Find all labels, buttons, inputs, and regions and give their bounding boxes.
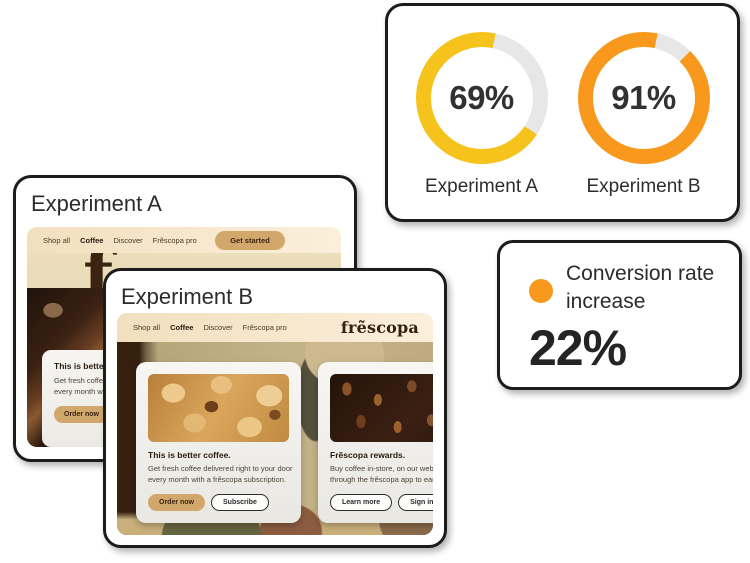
nav-link-coffee[interactable]: Coffee (170, 323, 194, 332)
iced-coffee-photo (148, 374, 289, 442)
product-body-line1: Buy coffee in-store, on our website, or (330, 464, 433, 473)
site-a-header: Shop all Coffee Discover Frẽscopa pro Ge… (27, 227, 341, 253)
conversion-dot-icon (529, 279, 553, 303)
product-body: Buy coffee in-store, on our website, or … (330, 464, 433, 485)
learn-more-button[interactable]: Learn more (330, 494, 393, 511)
site-b-hero-photo: This is better coffee. Get fresh coffee … (117, 342, 433, 535)
nav-link-coffee[interactable]: Coffee (80, 235, 104, 245)
product-body: Get fresh coffee delivered right to your… (148, 464, 293, 485)
site-a-nav: Shop all Coffee Discover Frẽscopa pro (27, 236, 197, 245)
donut-a-label: Experiment A (425, 176, 538, 197)
donut-block-a: 69% Experiment A (415, 32, 548, 219)
donut-block-b: 91% Experiment B (577, 32, 710, 219)
donut-a-value: 69% (449, 79, 514, 116)
product-body-line2: through the frẽscopa app to earn points. (330, 474, 433, 484)
experiment-b-card: Experiment B Shop all Coffee Discover Fr… (103, 268, 447, 548)
donut-chart-experiment-a: 69% (415, 32, 548, 164)
donut-chart-experiment-b: 91% (577, 32, 710, 164)
nav-link-shop-all[interactable]: Shop all (43, 235, 71, 245)
promo-heading: This is better coffee. (54, 361, 137, 371)
nav-link-discover[interactable]: Discover (113, 235, 143, 245)
website-mockup-b: Shop all Coffee Discover Frẽscopa pro fr… (117, 313, 433, 535)
site-b-header: Shop all Coffee Discover Frẽscopa pro fr… (117, 313, 433, 342)
site-b-nav: Shop all Coffee Discover Frẽscopa pro (117, 323, 287, 332)
conversion-value: 22% (529, 320, 627, 376)
nav-link-shop-all[interactable]: Shop all (133, 323, 161, 332)
product-heading: This is better coffee. (148, 450, 231, 460)
nav-link-frescopa-pro[interactable]: Frẽscopa pro (152, 235, 197, 245)
get-started-button[interactable]: Get started (215, 231, 285, 250)
conversion-card: Conversion rate increase 22% (497, 240, 742, 390)
experiment-a-title: Experiment A (31, 191, 162, 216)
subscribe-button[interactable]: Subscribe (211, 494, 269, 511)
nav-link-discover[interactable]: Discover (203, 323, 233, 332)
frescopa-logo: frẽscopa (340, 318, 419, 337)
conversion-label: Conversion rate increase (566, 262, 715, 313)
coffee-beans-photo (330, 374, 433, 442)
donut-b-label: Experiment B (586, 176, 701, 197)
order-now-button[interactable]: Order now (148, 494, 206, 511)
results-card: 69% Experiment A 91% Experiment B (385, 3, 740, 222)
sign-in-button[interactable]: Sign in (398, 494, 433, 511)
nav-link-frescopa-pro[interactable]: Frẽscopa pro (242, 323, 287, 332)
product-heading: Frẽscopa rewards. (330, 450, 406, 460)
product-body-line1: Get fresh coffee delivered right to your… (148, 464, 293, 473)
product-card-rewards: Frẽscopa rewards. Buy coffee in-store, o… (318, 362, 433, 523)
product-body-line2: every month with a frẽscopa subscription… (148, 474, 286, 484)
experiment-b-title: Experiment B (121, 284, 254, 309)
donut-b-value: 91% (611, 79, 676, 116)
order-now-button[interactable]: Order now (54, 406, 110, 423)
product-card-subscription: This is better coffee. Get fresh coffee … (136, 362, 301, 523)
